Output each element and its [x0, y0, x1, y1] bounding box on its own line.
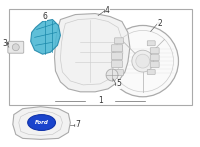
Text: 2: 2: [158, 19, 162, 28]
Text: 1: 1: [98, 96, 102, 105]
FancyBboxPatch shape: [114, 38, 123, 44]
FancyBboxPatch shape: [150, 62, 159, 68]
Polygon shape: [31, 20, 60, 54]
FancyBboxPatch shape: [9, 9, 192, 105]
Circle shape: [106, 69, 118, 81]
Polygon shape: [13, 107, 70, 139]
Text: 3: 3: [2, 39, 7, 48]
FancyBboxPatch shape: [112, 61, 122, 68]
FancyBboxPatch shape: [114, 70, 123, 75]
FancyBboxPatch shape: [112, 53, 122, 60]
Text: 7: 7: [75, 120, 80, 129]
FancyBboxPatch shape: [150, 48, 159, 54]
FancyBboxPatch shape: [147, 70, 155, 75]
Circle shape: [132, 50, 154, 72]
Circle shape: [107, 25, 178, 97]
Text: 6: 6: [42, 12, 47, 21]
Circle shape: [136, 54, 150, 68]
FancyBboxPatch shape: [150, 55, 159, 61]
Text: 4: 4: [105, 6, 110, 15]
Text: 5: 5: [116, 79, 121, 88]
Text: Ford: Ford: [35, 120, 49, 125]
Circle shape: [12, 44, 19, 51]
FancyBboxPatch shape: [147, 41, 155, 46]
FancyBboxPatch shape: [112, 45, 122, 52]
FancyBboxPatch shape: [8, 41, 24, 53]
Polygon shape: [54, 14, 130, 92]
Ellipse shape: [28, 115, 55, 130]
